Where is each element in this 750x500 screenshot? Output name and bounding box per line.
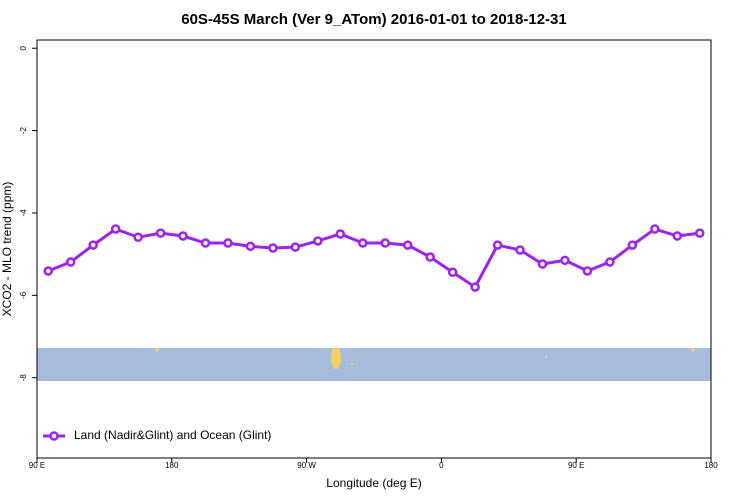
- point: [110, 224, 121, 234]
- x-tick-label: 180: [704, 461, 718, 470]
- point: [313, 236, 323, 246]
- point: [537, 259, 548, 269]
- point: [380, 238, 390, 248]
- point: [43, 266, 53, 276]
- land-patch: [331, 347, 341, 369]
- y-tick-label: -2: [19, 126, 28, 134]
- point: [65, 257, 76, 267]
- x-tick-label: 90 W: [297, 461, 316, 470]
- point: [290, 242, 301, 252]
- point: [133, 232, 143, 243]
- ocean-band: [37, 348, 711, 381]
- y-tick-label: 0: [19, 45, 28, 50]
- land-patch: [545, 356, 547, 358]
- point: [672, 231, 683, 241]
- plot-frame: [36, 39, 712, 459]
- point: [335, 229, 346, 239]
- x-tick-label: 180: [165, 461, 179, 470]
- point: [447, 267, 458, 278]
- x-axis-title: Longitude (deg E): [326, 476, 421, 490]
- x-tick-label: 90 E: [29, 461, 45, 470]
- y-tick-label: -4: [19, 209, 28, 217]
- point: [582, 266, 593, 276]
- point: [560, 255, 570, 266]
- x-tick-label: 90 E: [568, 461, 584, 470]
- y-tick-label: -8: [19, 374, 28, 382]
- point: [88, 240, 98, 250]
- land-patch: [155, 348, 159, 352]
- point: [650, 224, 660, 234]
- point: [425, 252, 435, 262]
- land-patch: [350, 363, 354, 365]
- point: [695, 228, 705, 238]
- y-axis-title: XCO2 - MLO trend (ppm): [0, 182, 14, 317]
- point: [178, 231, 188, 241]
- point: [223, 238, 233, 248]
- point: [268, 243, 278, 253]
- point: [492, 240, 503, 250]
- land-patch: [691, 348, 695, 352]
- point: [470, 282, 480, 292]
- point: [358, 238, 368, 248]
- legend-label: Land (Nadir&Glint) and Ocean (Glint): [74, 428, 271, 442]
- x-tick-label: 0: [439, 461, 444, 470]
- point: [200, 238, 211, 248]
- map-strip: [37, 347, 711, 381]
- point: [605, 257, 615, 267]
- point: [627, 240, 638, 250]
- point: [402, 240, 413, 250]
- y-tick-label: -6: [19, 291, 28, 299]
- chart-title: 60S-45S March (Ver 9_ATom) 2016-01-01 to…: [181, 11, 566, 28]
- point: [245, 241, 256, 252]
- point: [155, 228, 166, 238]
- legend-marker: [49, 431, 59, 441]
- point: [515, 245, 525, 255]
